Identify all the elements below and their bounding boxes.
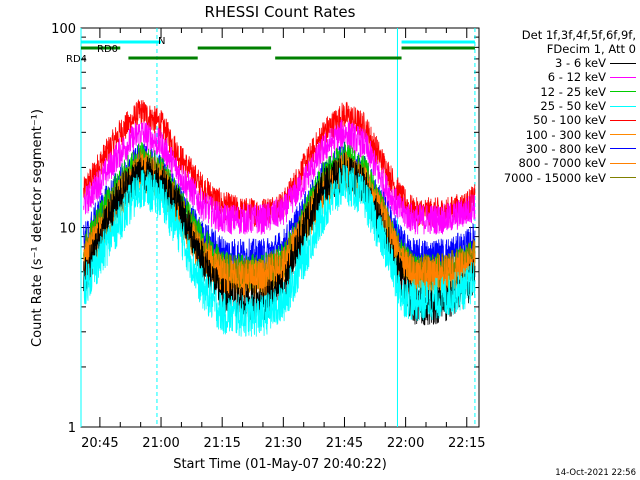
legend-item: 100 - 300 keV	[482, 127, 636, 142]
legend-swatch	[610, 134, 636, 136]
state-label-n: N	[158, 36, 165, 47]
legend-swatch	[610, 119, 636, 121]
x-tick-label: 20:45	[81, 436, 118, 451]
legend-swatch	[610, 76, 636, 78]
legend-label: 25 - 50 keV	[540, 99, 606, 114]
legend-item: 12 - 25 keV	[482, 85, 636, 99]
legend-label: 7000 - 15000 keV	[503, 170, 606, 185]
y-tick-label: 1	[68, 421, 76, 436]
x-tick-label: 22:15	[448, 436, 485, 451]
series-line-1	[83, 119, 476, 235]
legend-item: 25 - 50 keV	[482, 99, 636, 113]
x-tick-label: 21:30	[265, 436, 302, 451]
y-tick-label: 10	[59, 222, 76, 237]
legend-item: 50 - 100 keV	[482, 113, 636, 127]
legend-item: 3 - 6 keV	[482, 56, 636, 70]
legend-label: 3 - 6 keV	[555, 56, 606, 71]
legend-swatch	[610, 162, 636, 164]
series-group	[83, 99, 476, 337]
x-tick-label: 21:00	[142, 436, 179, 451]
timestamp: 14-Oct-2021 22:56	[555, 468, 636, 478]
x-tick-label: 21:45	[326, 436, 363, 451]
state-markers: N RD0 RD4	[66, 36, 475, 65]
x-tick-label: 22:00	[387, 436, 424, 451]
legend-label: 300 - 800 keV	[525, 141, 606, 156]
legend-header-line-1: Det 1f,3f,4f,5f,6f,9f,	[521, 28, 636, 42]
legend-label: 12 - 25 keV	[540, 84, 606, 99]
state-label-rd0: RD0	[97, 44, 118, 55]
state-label-rd4: RD4	[66, 54, 87, 65]
legend-label: 6 - 12 keV	[547, 70, 606, 85]
x-axis-label: Start Time (01-May-07 20:40:22)	[173, 457, 387, 472]
legend-label: 50 - 100 keV	[533, 113, 606, 128]
legend-swatch	[610, 91, 636, 93]
legend-swatch	[610, 105, 636, 107]
legend-label: 100 - 300 keV	[525, 127, 606, 142]
series-line-3	[83, 164, 476, 337]
y-tick-label: 100	[51, 22, 76, 37]
legend-swatch	[610, 177, 636, 179]
legend-item: 300 - 800 keV	[482, 142, 636, 156]
legend-swatch	[610, 62, 636, 64]
legend-item: 6 - 12 keV	[482, 70, 636, 84]
legend-header-line-2: FDecim 1, Att 0	[546, 42, 636, 56]
y-axis-label: Count Rate (s⁻¹ detector segment⁻¹)	[30, 109, 45, 347]
legend-item: 7000 - 15000 keV	[482, 170, 636, 185]
legend-item: 800 - 7000 keV	[482, 156, 636, 170]
legend-swatch	[610, 148, 636, 150]
legend: Det 1f,3f,4f,5f,6f,9f, FDecim 1, Att 0 3…	[482, 28, 636, 185]
chart-title: RHESSI Count Rates	[205, 3, 356, 21]
plot-frame	[80, 27, 480, 428]
x-tick-label: 21:15	[203, 436, 240, 451]
legend-label: 800 - 7000 keV	[518, 156, 606, 171]
